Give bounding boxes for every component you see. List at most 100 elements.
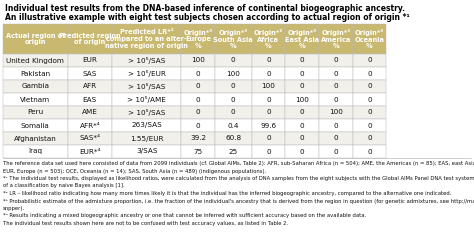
Text: The reference data set used here consisted of data from 2099 individuals (cf. Gl: The reference data set used here consist… <box>3 161 474 166</box>
Text: 0: 0 <box>196 83 201 89</box>
Text: Origin*³
Oceania
%: Origin*³ Oceania % <box>355 29 384 49</box>
Text: 100: 100 <box>191 58 205 63</box>
Text: 0: 0 <box>231 83 236 89</box>
Bar <box>353 106 386 119</box>
Bar <box>319 106 353 119</box>
Bar <box>182 80 215 93</box>
Bar <box>3 67 68 80</box>
Text: 100: 100 <box>226 71 240 76</box>
Bar <box>353 145 386 158</box>
Text: 0: 0 <box>300 58 304 63</box>
Text: AME: AME <box>82 109 98 115</box>
Bar <box>252 24 285 54</box>
Bar <box>112 106 182 119</box>
Bar <box>215 106 252 119</box>
Bar <box>353 67 386 80</box>
Bar <box>68 106 112 119</box>
Text: 0: 0 <box>196 96 201 102</box>
Text: 0: 0 <box>196 122 201 128</box>
Bar <box>319 80 353 93</box>
Text: 0: 0 <box>266 148 271 154</box>
Text: 100: 100 <box>329 109 343 115</box>
Bar <box>285 93 319 106</box>
Text: 25: 25 <box>228 148 238 154</box>
Text: EUR, Europe (n = 503); OCE, Oceania (n = 14); SAS, South Asia (n = 489) (indigen: EUR, Europe (n = 503); OCE, Oceania (n =… <box>3 168 266 174</box>
Text: Vietnam: Vietnam <box>20 96 50 102</box>
Bar <box>3 106 68 119</box>
Bar <box>319 132 353 145</box>
Text: snpper).: snpper). <box>3 206 25 211</box>
Text: Somalia: Somalia <box>21 122 50 128</box>
Text: > 10⁵/AME: > 10⁵/AME <box>127 96 166 103</box>
Bar <box>285 80 319 93</box>
Text: Predicted LR*²
compared to an alter-
native region of origin: Predicted LR*² compared to an alter- nat… <box>105 29 188 49</box>
Text: 100: 100 <box>295 96 309 102</box>
Bar <box>319 54 353 67</box>
Text: > 10⁵/SAS: > 10⁵/SAS <box>128 57 165 64</box>
Text: EUR: EUR <box>82 58 97 63</box>
Text: 0: 0 <box>231 58 236 63</box>
Bar <box>252 67 285 80</box>
Bar <box>285 106 319 119</box>
Text: 0: 0 <box>266 109 271 115</box>
Text: Actual region of
origin: Actual region of origin <box>6 33 65 45</box>
Text: 0: 0 <box>367 109 372 115</box>
Bar <box>319 145 353 158</box>
Bar <box>252 106 285 119</box>
Text: 0: 0 <box>266 71 271 76</box>
Bar <box>112 54 182 67</box>
Bar <box>215 93 252 106</box>
Bar <box>182 145 215 158</box>
Text: SAS*⁴: SAS*⁴ <box>79 135 100 141</box>
Text: *² LR – likelihood ratio indicating how many more times likely it is that the in: *² LR – likelihood ratio indicating how … <box>3 191 451 196</box>
Text: 0: 0 <box>196 71 201 76</box>
Bar <box>319 119 353 132</box>
Bar <box>252 93 285 106</box>
Bar <box>68 132 112 145</box>
Text: 0: 0 <box>367 96 372 102</box>
Bar <box>68 54 112 67</box>
Text: 0: 0 <box>367 71 372 76</box>
Bar <box>3 145 68 158</box>
Bar <box>3 119 68 132</box>
Bar <box>182 67 215 80</box>
Bar <box>112 67 182 80</box>
Text: 0: 0 <box>300 148 304 154</box>
Bar <box>68 93 112 106</box>
Text: 3/SAS: 3/SAS <box>136 148 157 154</box>
Text: 0: 0 <box>266 58 271 63</box>
Text: AFR: AFR <box>83 83 97 89</box>
Text: 0: 0 <box>367 148 372 154</box>
Text: 100: 100 <box>262 83 275 89</box>
Text: 75: 75 <box>193 148 203 154</box>
Text: 0: 0 <box>300 83 304 89</box>
Text: Origin*³
Europe
%: Origin*³ Europe % <box>183 29 213 49</box>
Text: Origin*³
Africa
%: Origin*³ Africa % <box>254 29 283 49</box>
Bar <box>285 145 319 158</box>
Bar <box>319 67 353 80</box>
Bar <box>215 67 252 80</box>
Text: 0: 0 <box>333 148 338 154</box>
Bar <box>68 145 112 158</box>
Bar <box>182 24 215 54</box>
Text: 0: 0 <box>266 96 271 102</box>
Bar <box>68 80 112 93</box>
Bar <box>68 67 112 80</box>
Text: Peru: Peru <box>27 109 44 115</box>
Bar <box>215 24 252 54</box>
Text: 0: 0 <box>231 109 236 115</box>
Text: 0: 0 <box>333 58 338 63</box>
Text: *⁴ Results indicating a mixed biogeographic ancestry or one that cannot be infer: *⁴ Results indicating a mixed biogeograp… <box>3 214 366 219</box>
Text: 0: 0 <box>300 109 304 115</box>
Bar <box>112 93 182 106</box>
Bar <box>3 132 68 145</box>
Bar <box>252 132 285 145</box>
Text: 0: 0 <box>196 109 201 115</box>
Bar <box>252 80 285 93</box>
Bar <box>215 132 252 145</box>
Text: Gambia: Gambia <box>21 83 49 89</box>
Text: EUR*⁴: EUR*⁴ <box>79 148 100 154</box>
Text: 1.55/EUR: 1.55/EUR <box>130 135 164 141</box>
Bar <box>252 145 285 158</box>
Bar <box>215 119 252 132</box>
